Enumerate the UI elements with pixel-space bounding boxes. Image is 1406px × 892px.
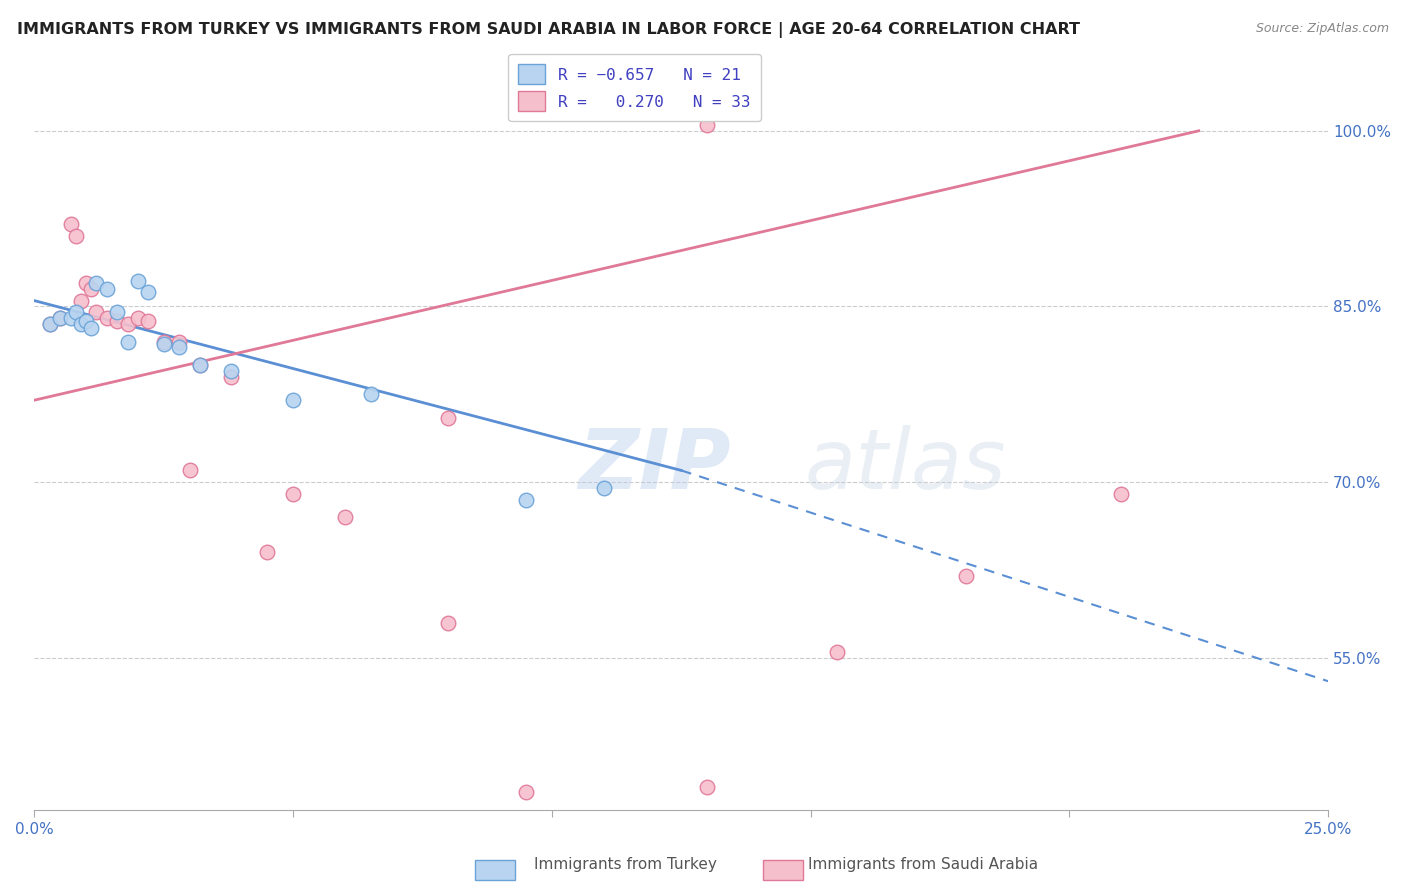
Point bbox=[281, 393, 304, 408]
Point bbox=[127, 274, 149, 288]
Point bbox=[70, 293, 93, 308]
Point bbox=[696, 780, 718, 794]
Point bbox=[152, 334, 174, 349]
Point bbox=[136, 313, 159, 327]
Point bbox=[515, 492, 537, 507]
Point bbox=[333, 510, 356, 524]
Point bbox=[152, 337, 174, 351]
Point bbox=[360, 387, 382, 401]
Point bbox=[696, 118, 718, 132]
Point bbox=[75, 276, 97, 290]
Point bbox=[169, 334, 191, 349]
Point bbox=[281, 487, 304, 501]
Point bbox=[127, 311, 149, 326]
Point bbox=[437, 615, 460, 630]
Point bbox=[955, 569, 977, 583]
Point bbox=[256, 545, 278, 559]
Legend: R = −0.657   N = 21, R =   0.270   N = 33: R = −0.657 N = 21, R = 0.270 N = 33 bbox=[509, 54, 761, 121]
Point bbox=[825, 645, 848, 659]
Point bbox=[1265, 885, 1288, 892]
Point bbox=[219, 364, 242, 378]
Point bbox=[169, 341, 191, 355]
Point bbox=[80, 320, 103, 334]
Point bbox=[188, 358, 211, 372]
Point bbox=[1109, 487, 1132, 501]
Text: IMMIGRANTS FROM TURKEY VS IMMIGRANTS FROM SAUDI ARABIA IN LABOR FORCE | AGE 20-6: IMMIGRANTS FROM TURKEY VS IMMIGRANTS FRO… bbox=[17, 22, 1080, 38]
Point bbox=[75, 313, 97, 327]
Point bbox=[219, 369, 242, 384]
Point bbox=[38, 317, 60, 331]
Point bbox=[38, 317, 60, 331]
Point bbox=[1188, 891, 1211, 892]
Point bbox=[70, 317, 93, 331]
Point bbox=[80, 282, 103, 296]
Point bbox=[117, 334, 139, 349]
Point bbox=[59, 311, 82, 326]
Point bbox=[86, 276, 108, 290]
Point bbox=[59, 218, 82, 232]
Point bbox=[619, 850, 641, 864]
Point bbox=[65, 305, 87, 319]
Point bbox=[136, 285, 159, 300]
Text: atlas: atlas bbox=[804, 425, 1005, 506]
Point bbox=[96, 282, 118, 296]
Text: Immigrants from Saudi Arabia: Immigrants from Saudi Arabia bbox=[808, 857, 1039, 872]
Point bbox=[65, 229, 87, 244]
Point bbox=[179, 463, 201, 477]
Point bbox=[592, 481, 614, 495]
Point bbox=[105, 313, 128, 327]
Point bbox=[515, 785, 537, 799]
Text: Immigrants from Turkey: Immigrants from Turkey bbox=[534, 857, 717, 872]
Text: Source: ZipAtlas.com: Source: ZipAtlas.com bbox=[1256, 22, 1389, 36]
Point bbox=[117, 317, 139, 331]
Point bbox=[188, 358, 211, 372]
Point bbox=[437, 410, 460, 425]
Point bbox=[105, 305, 128, 319]
Point bbox=[49, 311, 72, 326]
Point bbox=[49, 311, 72, 326]
Point bbox=[96, 311, 118, 326]
Point bbox=[86, 305, 108, 319]
Text: ZIP: ZIP bbox=[578, 425, 730, 506]
